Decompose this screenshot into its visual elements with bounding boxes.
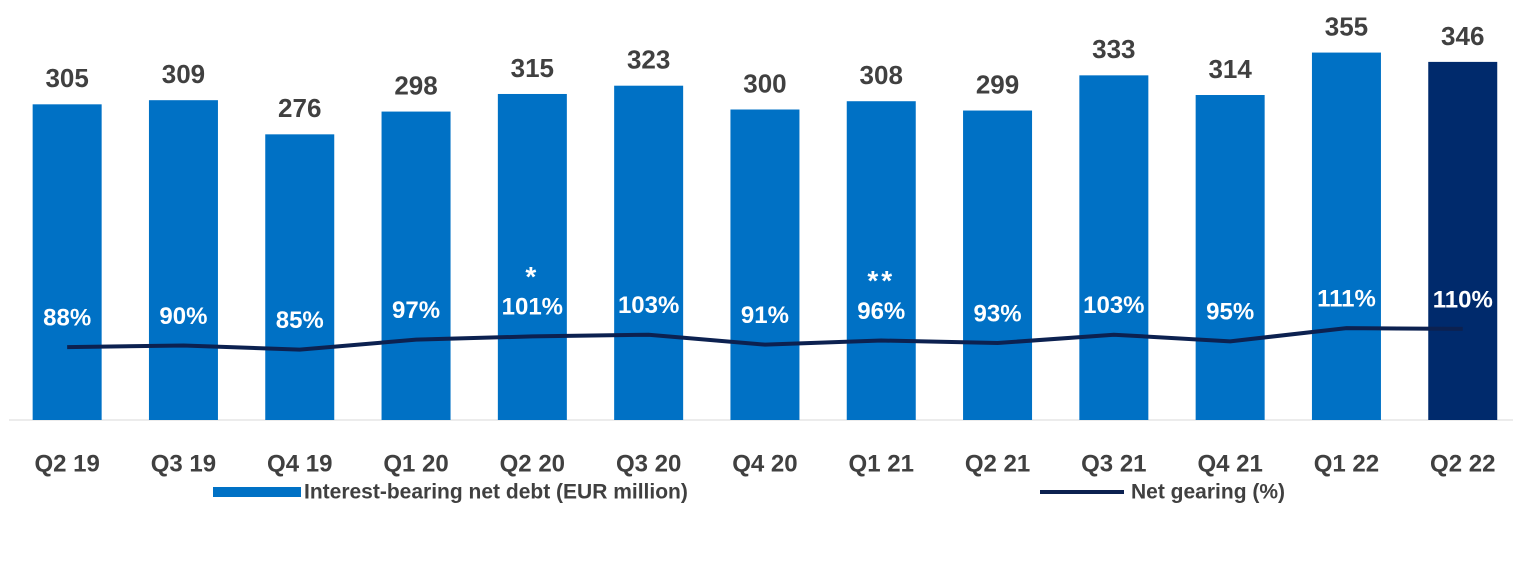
- bar: [1428, 61, 1498, 420]
- line-value-label: 85%: [276, 307, 324, 334]
- bar-value-label: 314: [1208, 54, 1252, 84]
- bar-value-label: 305: [45, 63, 88, 93]
- bar-value-label: 309: [162, 59, 205, 89]
- x-tick-label: Q3 19: [151, 450, 216, 477]
- bar-value-label: 308: [860, 60, 903, 90]
- bar: [963, 110, 1033, 420]
- x-tick-label: Q1 20: [383, 450, 448, 477]
- bar: [1195, 95, 1265, 420]
- bar: [1311, 52, 1381, 420]
- line-value-label: 97%: [392, 297, 440, 324]
- line: [67, 326, 1463, 352]
- line-value-label: 101%: [502, 294, 563, 321]
- bar: [32, 104, 102, 420]
- bar: [148, 100, 218, 420]
- x-tick-label: Q3 21: [1081, 450, 1146, 477]
- bar: [1079, 75, 1149, 420]
- x-tick-label: Q1 21: [849, 450, 914, 477]
- line-value-label: 96%: [857, 298, 905, 325]
- x-tick-label: Q2 20: [500, 450, 565, 477]
- x-tick-label: Q4 20: [732, 450, 797, 477]
- bar-value-label: 315: [511, 53, 554, 83]
- x-tick-label: Q2 22: [1430, 450, 1495, 477]
- bar: [846, 101, 916, 420]
- bar: [381, 111, 451, 420]
- bar-value-label: 298: [394, 70, 437, 100]
- line-value-label: 110%: [1433, 286, 1493, 313]
- x-tick-label: Q4 19: [267, 450, 332, 477]
- line-value-label: 93%: [974, 300, 1022, 327]
- annotation: **: [867, 265, 895, 296]
- line-value-label: 90%: [159, 303, 207, 330]
- line-value-label: 95%: [1206, 299, 1254, 326]
- bar-value-label: 323: [627, 45, 670, 75]
- bar: [265, 134, 335, 420]
- bar: [730, 109, 800, 420]
- bar: [614, 85, 684, 420]
- x-tick-label: Q2 19: [34, 450, 99, 477]
- line-value-label: 88%: [43, 304, 91, 331]
- legend-label: Interest-bearing net debt (EUR million): [304, 481, 688, 504]
- line-value-label: 111%: [1317, 285, 1376, 312]
- x-tick-label: Q4 21: [1197, 450, 1262, 477]
- bar-value-label: 276: [278, 93, 321, 123]
- bar-value-label: 346: [1441, 21, 1484, 51]
- legend-label: Net gearing (%): [1131, 481, 1285, 504]
- x-tick-label: Q1 22: [1314, 450, 1379, 477]
- annotation: *: [525, 261, 539, 292]
- line-value-label: 103%: [618, 292, 679, 319]
- legend-swatch: [213, 487, 301, 497]
- x-tick-label: Q3 20: [616, 450, 681, 477]
- line-value-label: 103%: [1083, 292, 1144, 319]
- line-value-label: 91%: [741, 302, 789, 329]
- bar-value-label: 300: [743, 68, 786, 98]
- bar-value-label: 299: [976, 69, 1019, 99]
- bar-value-label: 333: [1092, 34, 1135, 64]
- bar-value-label: 355: [1325, 11, 1368, 41]
- x-tick-label: Q2 21: [965, 450, 1030, 477]
- bar: [497, 93, 567, 420]
